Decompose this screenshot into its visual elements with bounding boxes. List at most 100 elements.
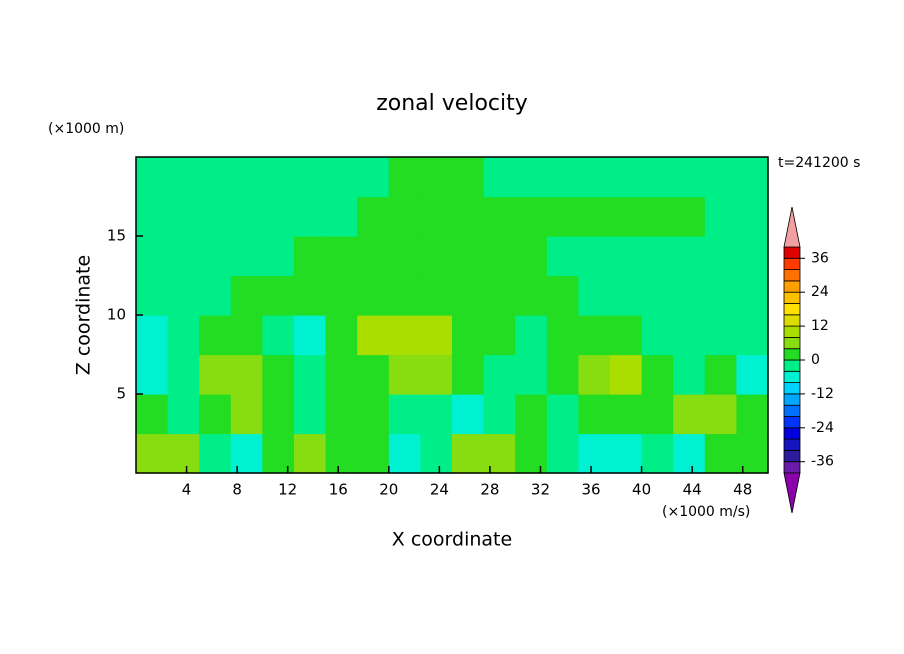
contour-cell [167,315,200,356]
colorbar-extend-low [783,472,801,514]
contour-cell [578,433,611,474]
contour-cell [199,354,232,395]
contour-cell [136,157,169,198]
contour-cell [515,236,548,277]
contour-cell [262,394,295,435]
colorbar-band [783,461,801,474]
contour-cell [452,354,485,395]
contour-cell [704,236,737,277]
contour-cell [325,433,358,474]
contour-cell [388,315,421,356]
contour-cell [515,433,548,474]
contour-cell [578,157,611,198]
contour-cell [546,196,579,237]
colorbar-tick-label: 12 [811,318,829,334]
contour-cell [262,196,295,237]
contour-cell [388,394,421,435]
x-tick-label: 4 [182,481,192,499]
contour-cell [515,275,548,316]
y-unit-label: (×1000 m) [48,121,124,137]
contour-cell [420,433,453,474]
contour-cell [294,354,327,395]
contour-cell [199,236,232,277]
colorbar-band [783,449,801,463]
contour-cell [452,315,485,356]
contour-cell [294,315,327,356]
contour-cell [420,236,453,277]
y-tick-label: 15 [107,227,126,245]
x-unit-label: (×1000 m/s) [662,504,750,520]
contour-cell [515,157,548,198]
contour-cell [641,275,674,316]
contour-cell [641,315,674,356]
contour-cell [704,315,737,356]
contour-cell [704,157,737,198]
contour-cell [704,394,737,435]
contour-cell [136,236,169,277]
contour-cell [578,315,611,356]
contour-cell [325,157,358,198]
colorbar-band [783,348,801,361]
contour-cell [704,354,737,395]
colorbar-band [783,370,801,383]
contour-cell [673,433,706,474]
contour-cell [578,394,611,435]
contour-cell [736,157,769,198]
contour-cell [641,236,674,277]
contour-cell [673,196,706,237]
colorbar-tick-label: 36 [811,250,829,266]
contour-cell [136,394,169,435]
contour-cell [167,196,200,237]
contour-cell [578,354,611,395]
contour-cell [294,275,327,316]
contour-cell [325,354,358,395]
colorbar-tick-label: 24 [811,284,829,300]
contour-cell [420,196,453,237]
contour-cell [388,354,421,395]
contour-cell [546,433,579,474]
contour-cell [483,354,516,395]
contour-cell [641,354,674,395]
field [136,157,769,474]
contour-cell [230,157,263,198]
x-tick-label: 28 [480,481,499,499]
contour-cell [515,315,548,356]
x-tick-label: 12 [278,481,297,499]
colorbar-band [783,257,801,270]
contour-cell [610,275,643,316]
contour-cell [641,196,674,237]
colorbar-band [783,303,801,316]
contour-cell [420,275,453,316]
contour-cell [199,157,232,198]
x-tick-label: 24 [430,481,449,499]
contour-cell [294,394,327,435]
contour-cell [357,196,390,237]
colorbar-band [783,269,801,282]
contour-cell [736,196,769,237]
contour-cell [452,157,485,198]
contour-cell [420,394,453,435]
contour-cell [167,394,200,435]
contour-cell [673,394,706,435]
contour-cell [262,275,295,316]
colorbar-tick-label: -12 [811,386,834,402]
contour-cell [262,315,295,356]
contour-cell [136,196,169,237]
colorbar-band [783,359,801,372]
contour-cell [610,433,643,474]
contour-cell [199,315,232,356]
contour-cell [736,354,769,395]
contour-cell [452,394,485,435]
contour-cell [736,394,769,435]
contour-cell [357,354,390,395]
x-tick-label: 20 [379,481,398,499]
contour-cell [736,315,769,356]
contour-cell [199,433,232,474]
colorbar-band [783,325,801,338]
contour-cell [673,275,706,316]
contour-cell [167,354,200,395]
contour-cell [136,433,169,474]
contour-cell [641,394,674,435]
colorbar-band [783,438,801,451]
contour-cell [325,394,358,435]
